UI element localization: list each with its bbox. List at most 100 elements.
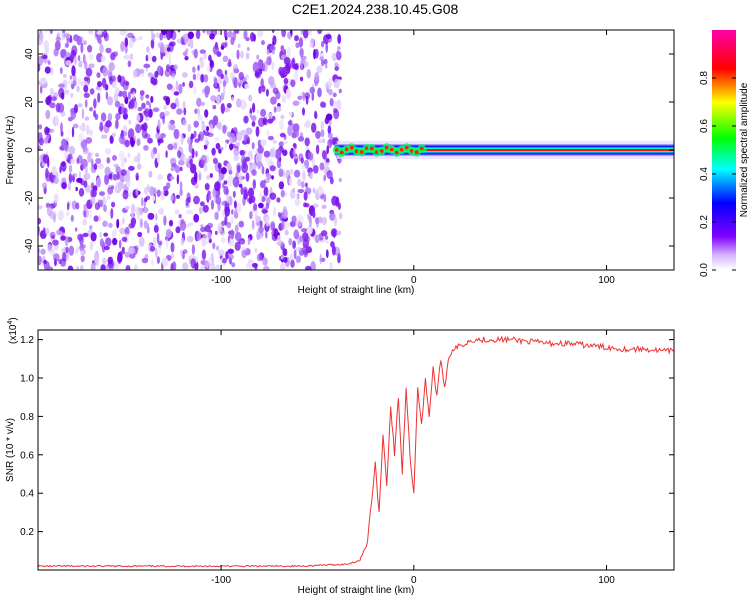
noise-speckle	[157, 41, 165, 49]
noise-speckle	[123, 54, 130, 60]
noise-speckle	[218, 249, 225, 256]
noise-speckle	[324, 235, 329, 241]
noise-speckle	[234, 208, 238, 219]
noise-speckle	[129, 99, 135, 109]
noise-speckle	[322, 150, 327, 160]
noise-speckle	[230, 36, 235, 46]
noise-speckle	[203, 162, 208, 172]
noise-speckle	[329, 261, 333, 270]
noise-speckle	[293, 70, 299, 81]
noise-speckle	[299, 235, 304, 243]
noise-speckle	[49, 30, 53, 35]
y-tick-label: 20	[24, 96, 35, 108]
noise-speckle	[164, 69, 171, 77]
noise-speckle	[193, 86, 197, 96]
noise-speckle	[64, 144, 71, 153]
noise-speckle	[284, 229, 289, 236]
noise-speckle	[74, 104, 78, 114]
noise-speckle	[323, 193, 327, 203]
noise-speckle	[115, 118, 119, 129]
noise-speckle	[306, 69, 311, 79]
noise-speckle	[292, 155, 299, 160]
noise-speckle	[233, 147, 240, 157]
noise-speckle	[118, 150, 125, 161]
noise-speckle	[328, 88, 333, 96]
noise-speckle	[188, 80, 194, 89]
noise-speckle	[238, 71, 244, 81]
noise-speckle	[153, 187, 157, 196]
noise-speckle	[299, 47, 304, 58]
noise-speckle	[80, 255, 85, 263]
noise-speckle	[325, 249, 329, 259]
noise-speckle	[139, 218, 143, 229]
noise-speckle	[263, 118, 268, 126]
noise-speckle	[231, 262, 236, 268]
noise-speckle	[325, 118, 329, 124]
noise-speckle	[280, 73, 285, 79]
colorbar-tick-label: 0.2	[699, 215, 710, 229]
noise-speckle	[231, 209, 234, 215]
noise-speckle	[116, 171, 121, 181]
noise-speckle	[261, 165, 265, 175]
noise-speckle	[338, 178, 342, 182]
noise-speckle	[227, 248, 234, 254]
noise-speckle	[109, 76, 113, 85]
noise-speckle	[312, 210, 316, 219]
noise-speckle	[77, 78, 81, 85]
track-blob-core	[349, 145, 354, 150]
noise-speckle	[235, 202, 242, 213]
noise-speckle	[74, 56, 77, 65]
noise-speckle	[78, 187, 85, 197]
noise-speckle	[286, 47, 291, 58]
noise-speckle	[100, 55, 106, 62]
noise-speckle	[322, 138, 325, 144]
noise-speckle	[114, 86, 120, 95]
noise-speckle	[224, 206, 231, 217]
noise-speckle	[111, 201, 116, 208]
noise-speckle	[155, 132, 162, 140]
noise-speckle	[77, 103, 83, 108]
noise-speckle	[336, 99, 342, 110]
noise-speckle	[76, 177, 83, 183]
noise-speckle	[271, 233, 278, 242]
noise-speckle	[151, 55, 157, 63]
noise-speckle	[78, 132, 84, 143]
noise-speckle	[211, 147, 216, 156]
noise-speckle	[90, 232, 97, 242]
noise-speckle	[38, 205, 43, 210]
snr-ylabel: SNR (10 * v/v)	[5, 418, 16, 482]
noise-speckle	[282, 208, 288, 220]
noise-speckle	[187, 133, 191, 145]
noise-speckle	[115, 113, 121, 120]
noise-speckle	[127, 152, 131, 158]
noise-speckle	[160, 51, 163, 60]
noise-speckle	[113, 51, 118, 57]
noise-speckle	[70, 158, 76, 164]
noise-speckle	[208, 54, 212, 62]
noise-speckle	[223, 180, 228, 185]
noise-speckle	[265, 114, 269, 120]
noise-speckle	[93, 98, 97, 109]
noise-speckle	[187, 31, 194, 40]
noise-speckle	[309, 216, 312, 228]
noise-speckle	[229, 143, 234, 151]
noise-speckle	[226, 193, 229, 204]
noise-speckle	[106, 194, 111, 201]
noise-speckle	[319, 56, 325, 61]
noise-speckle	[82, 53, 86, 64]
noise-speckle	[237, 43, 241, 49]
noise-speckle	[95, 152, 100, 158]
noise-speckle	[246, 138, 250, 145]
noise-speckle	[195, 30, 201, 40]
noise-speckle	[97, 92, 101, 103]
noise-speckle	[112, 237, 118, 246]
noise-speckle	[220, 167, 227, 175]
noise-speckle	[250, 32, 255, 42]
noise-speckle	[204, 183, 210, 191]
noise-speckle	[262, 61, 268, 72]
noise-speckle	[304, 137, 310, 147]
noise-speckle	[118, 135, 126, 145]
noise-speckle	[326, 145, 330, 155]
track-blob-core	[344, 147, 349, 152]
noise-speckle	[247, 187, 255, 198]
